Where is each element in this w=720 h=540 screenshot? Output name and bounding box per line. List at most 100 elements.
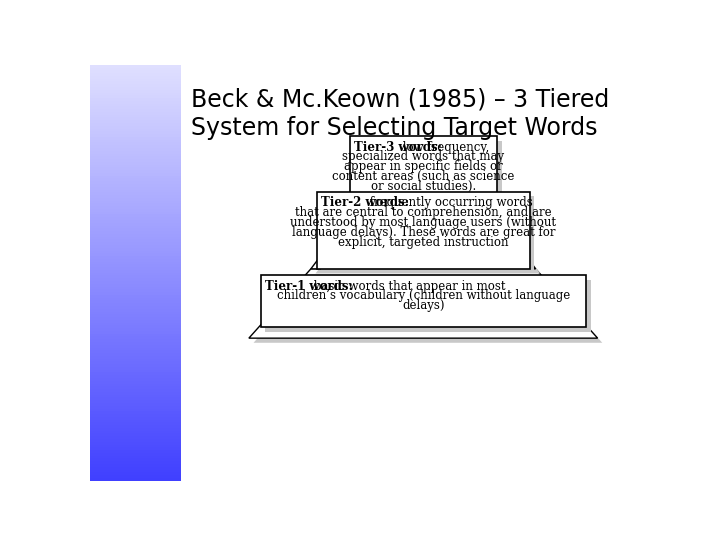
Bar [90,395,181,397]
Bar [90,156,181,159]
Bar [90,173,181,176]
Bar [90,137,181,140]
Bar [90,140,181,143]
Bar [90,165,181,167]
Text: Beck & Mc.Keown (1985) – 3 Tiered
System for Selecting Target Words: Beck & Mc.Keown (1985) – 3 Tiered System… [191,88,609,140]
Bar [90,420,181,422]
Bar [90,375,181,378]
Bar [90,253,181,256]
Bar [90,170,181,173]
Bar [90,206,181,209]
FancyBboxPatch shape [261,275,586,327]
Bar [90,317,181,320]
Bar [90,367,181,370]
Bar [90,239,181,242]
Bar [90,400,181,403]
Bar [90,209,181,212]
Bar [90,331,181,334]
FancyBboxPatch shape [317,192,530,269]
Bar [90,345,181,348]
Bar [90,298,181,300]
Bar [90,145,181,148]
Text: basic words that appear in most: basic words that appear in most [310,280,505,293]
Bar [90,181,181,184]
Bar [90,148,181,151]
Text: delays): delays) [402,299,444,312]
Bar [90,472,181,475]
Bar [90,198,181,201]
Bar [90,261,181,265]
Bar [90,348,181,350]
Bar [90,284,181,287]
Bar [90,118,181,120]
Bar [90,353,181,356]
Polygon shape [363,161,483,200]
Bar [90,104,181,106]
Bar [90,334,181,336]
Polygon shape [249,269,598,338]
Bar [90,217,181,220]
Bar [90,389,181,392]
Bar [90,453,181,456]
Bar [90,328,181,331]
Bar [90,425,181,428]
Bar [90,101,181,104]
Bar [90,70,181,73]
Text: specialized words that may: specialized words that may [342,151,504,164]
Bar [90,370,181,373]
Bar [90,464,181,467]
Bar [90,450,181,453]
Bar [90,383,181,386]
Bar [90,414,181,417]
Bar [90,228,181,231]
Bar [90,287,181,289]
Bar [90,245,181,248]
FancyBboxPatch shape [350,136,497,217]
Bar [90,409,181,411]
Bar [90,248,181,251]
Bar [90,178,181,181]
Text: understood by most language users (without: understood by most language users (witho… [290,216,557,229]
Bar [90,242,181,245]
Bar [90,386,181,389]
Bar [90,153,181,156]
FancyBboxPatch shape [321,197,534,273]
Bar [90,469,181,472]
Text: Tier-3 words:: Tier-3 words: [354,140,442,154]
Bar [90,123,181,126]
Polygon shape [311,200,536,269]
Bar [90,92,181,95]
Bar [90,98,181,101]
Bar [90,431,181,434]
Bar [90,359,181,361]
Bar [90,312,181,314]
Bar [90,292,181,295]
Bar [90,143,181,145]
Bar [90,350,181,353]
Text: Tier-1 words:: Tier-1 words: [265,280,353,293]
Bar [90,131,181,134]
Bar [90,114,181,118]
Bar [90,256,181,259]
Bar [90,84,181,87]
Bar [90,68,181,70]
Text: or social studies).: or social studies). [371,180,476,193]
Text: content areas (such as science: content areas (such as science [332,170,514,183]
Bar [90,428,181,431]
Bar [90,342,181,345]
Bar [90,126,181,129]
Bar [90,281,181,284]
Bar [90,212,181,214]
Text: children’s vocabulary (children without language: children’s vocabulary (children without … [276,289,570,302]
Bar [90,259,181,261]
Bar [90,73,181,76]
Bar [90,456,181,458]
Bar [90,417,181,420]
Bar [90,461,181,464]
Bar [90,162,181,165]
Bar [90,76,181,79]
Bar [90,192,181,195]
Bar [90,422,181,425]
Bar [90,151,181,153]
Bar [90,322,181,326]
